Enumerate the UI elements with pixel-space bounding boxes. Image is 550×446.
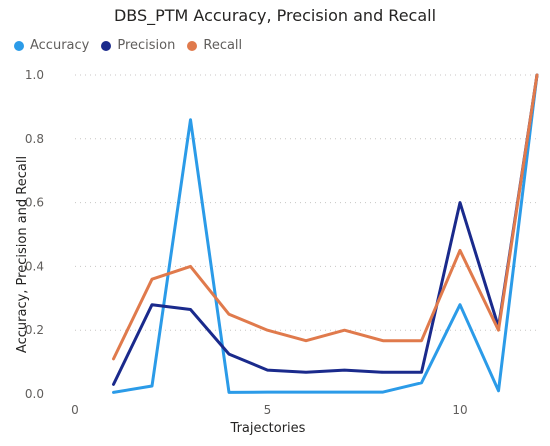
chart-title: DBS_PTM Accuracy, Precision and Recall [113,6,437,25]
y-tick-label: 0.8 [25,132,44,146]
legend-marker [14,40,24,51]
x-tick-label: 0 [71,403,79,417]
y-tick-label: 0.6 [25,196,44,210]
legend-item-recall[interactable]: Recall [187,38,242,53]
y-tick-label: 0.0 [25,387,44,401]
legend-label: Recall [203,38,243,53]
legend-marker [101,40,112,51]
legend: Accuracy Precision Recall [14,38,242,53]
series-line-accuracy [112,73,539,394]
legend-item-accuracy[interactable]: Accuracy [14,38,89,53]
y-tick-label: 0.2 [25,323,44,337]
x-axis-title: Trajectories [230,421,306,436]
series-line-precision [112,73,539,386]
legend-label: Accuracy [30,38,90,53]
legend-item-precision[interactable]: Precision [101,38,175,53]
y-axis-title: Accuracy, Precision and Recall [15,156,30,353]
legend-label: Precision [117,38,176,53]
x-tick-label: 5 [264,403,272,417]
x-tick-label: 10 [452,403,467,417]
y-tick-label: 1.0 [25,68,44,82]
y-tick-label: 0.4 [25,259,44,273]
legend-marker [187,40,198,51]
series-line-recall [112,73,539,361]
